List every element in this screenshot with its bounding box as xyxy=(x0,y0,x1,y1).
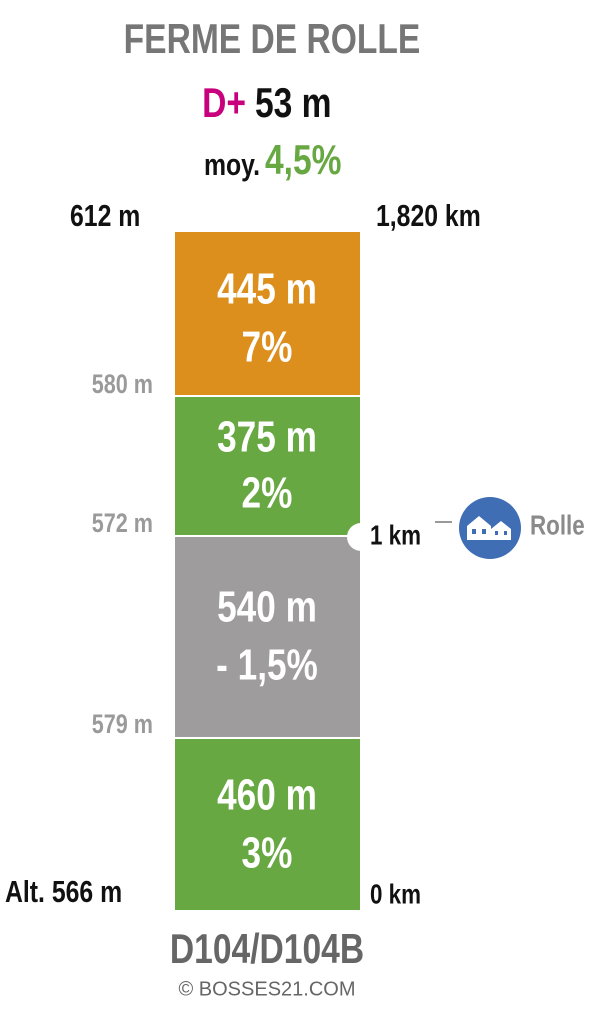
segment xyxy=(175,739,360,910)
altitude: 580 m xyxy=(92,370,153,400)
altitude: 572 m xyxy=(92,509,153,539)
summit-distance: 1,820 km xyxy=(376,199,481,233)
notch xyxy=(347,523,375,551)
altitude: 579 m xyxy=(92,710,153,740)
segment xyxy=(175,397,360,535)
landmark-name: Rolle xyxy=(530,510,585,541)
road: D104/D104B xyxy=(170,927,364,973)
segment xyxy=(175,537,360,737)
segment-length: 375 m xyxy=(217,413,317,462)
segment-grade: - 1,5% xyxy=(216,641,318,690)
segment-length: 540 m xyxy=(217,583,317,632)
title: FERME DE ROLLE xyxy=(124,17,421,63)
segment-grade: 3% xyxy=(242,829,293,878)
copyright: © BOSSES21.COM xyxy=(178,978,355,1000)
segment-length: 445 m xyxy=(217,265,317,314)
segment-length: 460 m xyxy=(217,771,317,820)
segment-grade: 2% xyxy=(242,469,293,518)
segment-grade: 7% xyxy=(242,323,293,372)
start-distance: 0 km xyxy=(370,879,421,910)
start-altitude: Alt. 566 m xyxy=(5,875,122,909)
gain: 53 m xyxy=(255,81,332,127)
landmark-distance: 1 km xyxy=(370,520,421,551)
average: 4,5% xyxy=(265,138,342,184)
summit-altitude: 612 m xyxy=(70,199,140,233)
segment xyxy=(175,232,360,395)
average-label: moy. xyxy=(204,148,260,182)
gain-label: D+ xyxy=(202,81,246,127)
